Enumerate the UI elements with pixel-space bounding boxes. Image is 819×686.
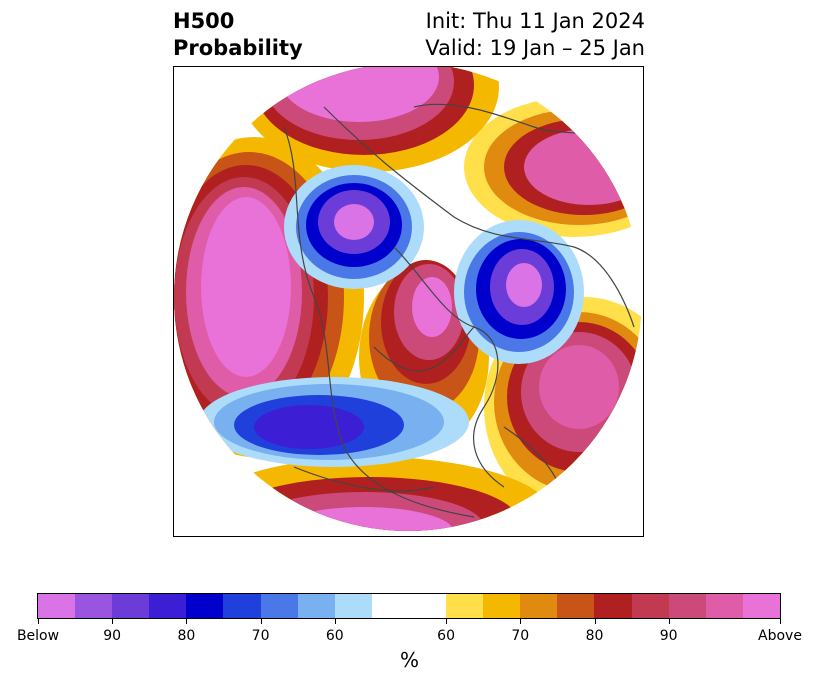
colorbar-segment — [483, 594, 521, 618]
colorbar-segment — [631, 594, 669, 618]
colorbar-tick-label: 80 — [177, 628, 196, 644]
map-title: H500 Probability — [173, 8, 303, 62]
colorbar-tick-mark — [594, 619, 596, 624]
colorbar-tick-mark — [668, 619, 670, 624]
colorbar-tick-label: 70 — [511, 628, 530, 644]
colorbar-segment — [594, 594, 632, 618]
valid-range: Valid: 19 Jan – 25 Jan — [425, 36, 645, 60]
colorbar-segment — [334, 594, 372, 618]
colorbar-unit: % — [399, 648, 419, 672]
colorbar-tick-mark — [520, 619, 522, 624]
colorbar-tick-label: Below — [16, 628, 60, 644]
colorbar-segment — [223, 594, 261, 618]
polar-map-svg — [174, 67, 642, 531]
forecast-info: Init: Thu 11 Jan 2024 Valid: 19 Jan – 25… — [425, 8, 645, 62]
probability-map — [173, 66, 644, 537]
colorbar-segment — [75, 594, 113, 618]
colorbar-tick-label: 70 — [251, 628, 270, 644]
colorbar-tick-label: 90 — [103, 628, 122, 644]
below-normal-regions — [199, 165, 584, 467]
anomaly-field — [174, 67, 642, 531]
colorbar-tick-label: Above — [758, 628, 802, 644]
colorbar-tick-mark — [112, 619, 114, 624]
colorbar-segment — [186, 594, 224, 618]
init-date: Init: Thu 11 Jan 2024 — [425, 9, 645, 33]
colorbar-segment — [705, 594, 743, 618]
colorbar-tick-label: 60 — [325, 628, 344, 644]
colorbar-segment — [408, 594, 447, 618]
colorbar-segment — [668, 594, 706, 618]
colorbar-tick-mark — [334, 619, 336, 624]
colorbar-tick-mark — [260, 619, 262, 624]
colorbar-segment — [297, 594, 335, 618]
colorbar-tick-mark — [780, 619, 781, 624]
colorbar-segment — [446, 594, 484, 618]
colorbar-tick-label: 60 — [437, 628, 456, 644]
colorbar-segment — [742, 594, 780, 618]
colorbar-segment — [371, 594, 409, 618]
colorbar-segment — [38, 594, 76, 618]
title-variable: H500 — [173, 9, 235, 33]
colorbar-tick-label: 90 — [659, 628, 678, 644]
title-type: Probability — [173, 36, 303, 60]
colorbar-segment — [520, 594, 558, 618]
colorbar-tick-mark — [38, 619, 39, 624]
colorbar-segment — [557, 594, 595, 618]
colorbar-tick-mark — [446, 619, 448, 624]
colorbar-segment — [112, 594, 150, 618]
colorbar-tick-label: 80 — [585, 628, 604, 644]
colorbar — [37, 593, 781, 619]
colorbar-tick-mark — [186, 619, 188, 624]
colorbar-segment — [149, 594, 187, 618]
colorbar-segment — [260, 594, 298, 618]
